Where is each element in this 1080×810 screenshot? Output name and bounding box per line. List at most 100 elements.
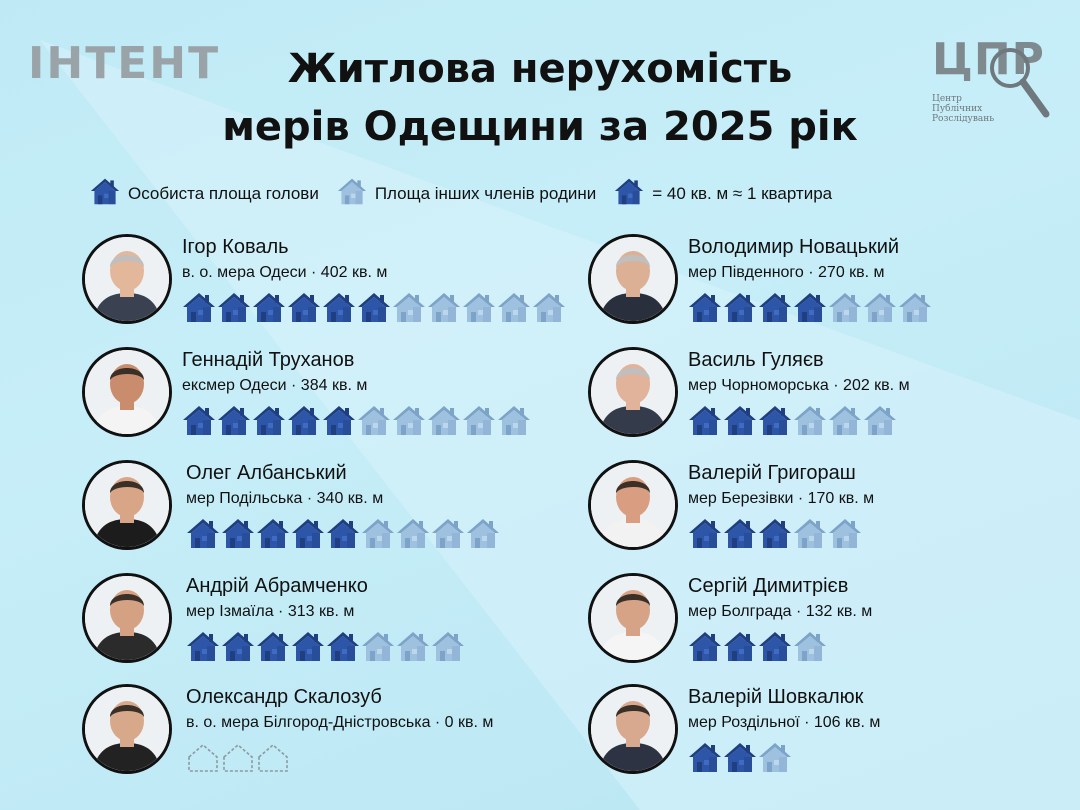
mayor-role-area: мер Чорноморська · 202 кв. м <box>688 377 910 394</box>
house-family-icon <box>393 293 425 322</box>
house-personal-icon <box>759 293 791 322</box>
house-personal-icon <box>218 293 250 322</box>
house-personal-icon <box>323 293 355 322</box>
house-family-icon <box>498 293 530 322</box>
house-personal-icon <box>358 293 390 322</box>
mayor-name: Сергій Димитрієв <box>688 575 849 597</box>
house-empty-icon <box>258 743 288 772</box>
house-family-icon <box>393 406 425 435</box>
house-family-icon <box>397 519 429 548</box>
house-personal-icon <box>689 632 721 661</box>
house-personal-icon <box>257 519 289 548</box>
house-family-icon <box>533 293 565 322</box>
house-personal-icon <box>724 406 756 435</box>
avatar <box>588 573 678 663</box>
house-personal-icon <box>183 406 215 435</box>
mayor-name: Олександр Скалозуб <box>186 686 382 708</box>
legend-unit: = 40 кв. м ≈ 1 квартира <box>614 176 832 211</box>
avatar <box>82 684 172 774</box>
mayor-card: Олег Албанський мер Подільська · 340 кв. … <box>82 460 562 560</box>
person-photo-icon <box>591 576 675 660</box>
house-family-icon <box>829 519 861 548</box>
title-line-2: мерів Одещини за 2025 рік <box>222 104 858 150</box>
avatar <box>82 347 172 437</box>
house-family-icon <box>794 632 826 661</box>
mayor-card: Олександр Скалозуб в. о. мера Білгород-Дн… <box>82 684 562 784</box>
house-personal-icon <box>689 293 721 322</box>
house-family-icon <box>463 406 495 435</box>
avatar <box>588 234 678 324</box>
house-personal-icon <box>253 293 285 322</box>
mayor-name: Ігор Коваль <box>182 236 289 258</box>
mayor-card: Володимир Новацький мер Південного · 270 … <box>588 234 1068 334</box>
house-personal-icon <box>759 406 791 435</box>
house-family-icon <box>864 406 896 435</box>
house-family-icon <box>829 293 861 322</box>
mayor-role-area: мер Подільська · 340 кв. м <box>186 490 384 507</box>
house-personal-icon <box>218 406 250 435</box>
mayor-card: Валерій Шовкалюк мер Роздільної · 106 кв.… <box>588 684 1068 784</box>
house-family-icon <box>358 406 390 435</box>
mayor-name: Олег Албанський <box>186 462 347 484</box>
house-family-icon <box>794 519 826 548</box>
area-houses <box>186 516 501 555</box>
house-personal-icon <box>724 519 756 548</box>
mayor-name: Володимир Новацький <box>688 236 900 258</box>
area-houses <box>688 740 793 779</box>
house-family-icon <box>362 519 394 548</box>
avatar <box>588 347 678 437</box>
house-family-icon <box>428 293 460 322</box>
house-personal-icon <box>615 178 644 205</box>
cpr-sub-1: Центр <box>932 94 962 104</box>
avatar <box>588 684 678 774</box>
person-photo-icon <box>591 687 675 771</box>
cpr-logo: ЦПР Центр Публічних Розслідувань <box>930 34 1060 124</box>
house-personal-icon <box>794 293 826 322</box>
house-personal-icon <box>222 519 254 548</box>
house-personal-icon <box>724 632 756 661</box>
person-photo-icon <box>591 350 675 434</box>
house-family-icon <box>432 519 464 548</box>
house-personal-icon <box>90 178 120 205</box>
legend-personal-label: Особиста площа голови <box>128 183 319 203</box>
house-family-icon <box>467 519 499 548</box>
house-empty-icon <box>223 743 253 772</box>
house-family-icon <box>337 176 367 211</box>
mayor-card: Сергій Димитрієв мер Болграда · 132 кв. м <box>588 573 1068 673</box>
cpr-sub-3: Розслідувань <box>932 114 995 124</box>
area-houses <box>186 740 291 779</box>
area-houses <box>182 403 532 442</box>
house-personal-icon <box>253 406 285 435</box>
area-houses <box>688 516 863 555</box>
house-personal-icon <box>257 632 289 661</box>
house-family-icon <box>899 293 931 322</box>
magnifier-icon <box>990 48 1050 118</box>
avatar <box>82 234 172 324</box>
house-personal-icon <box>689 406 721 435</box>
house-family-icon <box>428 406 460 435</box>
house-personal-icon <box>689 519 721 548</box>
house-personal-icon <box>90 176 120 211</box>
house-personal-icon <box>327 632 359 661</box>
area-houses <box>688 290 933 329</box>
house-empty-icon <box>188 743 218 772</box>
title-line-1: Житлова нерухомість <box>287 46 793 92</box>
mayor-card: Валерій Григораш мер Березівки · 170 кв. … <box>588 460 1068 560</box>
house-family-icon <box>759 743 791 772</box>
house-personal-icon <box>292 632 324 661</box>
house-family-icon <box>498 406 530 435</box>
house-family-icon <box>337 178 366 205</box>
mayor-name: Василь Гуляєв <box>688 349 824 371</box>
mayor-name: Андрій Абрамченко <box>186 575 368 597</box>
house-family-icon <box>397 632 429 661</box>
person-photo-icon <box>591 463 675 547</box>
legend-unit-label: = 40 кв. м ≈ 1 квартира <box>652 183 833 203</box>
mayor-role-area: в. о. мера Одеси · 402 кв. м <box>182 264 388 281</box>
mayor-card: Геннадій Труханов ексмер Одеси · 384 кв. … <box>82 347 562 447</box>
person-photo-icon <box>85 350 169 434</box>
mayor-role-area: мер Болграда · 132 кв. м <box>688 603 873 620</box>
intent-logo: ІНТЕНТ <box>28 38 221 89</box>
house-family-icon <box>463 293 495 322</box>
mayor-name: Геннадій Труханов <box>182 349 355 371</box>
house-personal-icon <box>183 293 215 322</box>
